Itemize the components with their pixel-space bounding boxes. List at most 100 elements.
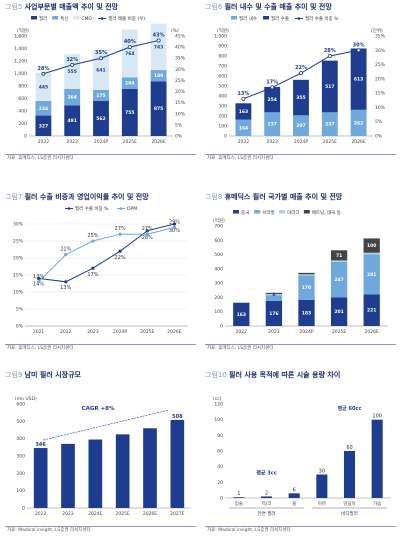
legend-swatch	[279, 210, 285, 214]
legend-label: 톡신	[60, 15, 68, 22]
bar	[233, 497, 245, 498]
y2-tick-label: 0%	[175, 134, 183, 140]
bar-label: 508	[172, 414, 183, 420]
chart-panel-6: 그림10 필러 사용 목적에 따른 시술 용량 차이 0 20 40 60 80 100 1…	[203, 370, 398, 536]
bar-label: 60	[346, 445, 352, 451]
bar	[64, 88, 81, 106]
bar	[350, 109, 367, 136]
line-point	[64, 253, 68, 257]
y-tick-label: 20	[217, 480, 223, 486]
y-tick-label: 20%	[13, 256, 24, 262]
bar-label: 180	[154, 73, 163, 79]
bar-label: 517	[325, 84, 334, 90]
bar	[298, 272, 315, 275]
line-point	[70, 62, 75, 67]
legend-swatch	[263, 16, 269, 20]
legend-marker	[67, 207, 71, 210]
legend-label: 필러 수출	[271, 15, 289, 22]
y-axis-unit: (억원)	[217, 27, 229, 34]
legend-label: CMO	[81, 16, 92, 22]
legend-swatch	[254, 210, 261, 214]
x-tick-label: 턱/코	[262, 500, 272, 507]
y-tick-label: 40	[217, 464, 223, 470]
y-tick-label: 1,000	[214, 34, 227, 40]
legend-label: 필러 내수	[239, 15, 257, 22]
legend-label: 필러 수출 비중 %	[75, 205, 109, 212]
x-tick-label: 가슴	[373, 500, 381, 507]
bar-label: 562	[96, 116, 105, 122]
bar	[88, 439, 103, 508]
bar	[265, 300, 283, 326]
y-tick-label: 400	[218, 94, 227, 100]
y-tick-label: 300	[214, 281, 223, 287]
y2-tick-label: 30%	[175, 67, 186, 73]
y-tick-label: 800	[18, 84, 27, 90]
line-label: 28%	[142, 235, 153, 241]
bar	[363, 252, 380, 255]
bar	[363, 294, 380, 326]
x-tick-label: 2024P	[94, 139, 108, 145]
y-tick-label: 700	[214, 224, 223, 230]
bar-label: 207	[296, 123, 305, 129]
y-tick-label: 100	[214, 309, 223, 315]
chart-title: 그림8 휴메딕스 필러 국가별 매출 추이 및 전망	[205, 193, 343, 201]
x-tick-label: 2025E	[123, 139, 137, 145]
x-tick-label: 2026E	[143, 511, 157, 517]
y-tick-label: 200	[218, 114, 227, 120]
x-tick-label: 이마	[318, 500, 327, 507]
bar-label: 264	[67, 95, 76, 101]
bar	[321, 112, 338, 136]
y2-tick-label: 45%	[175, 34, 186, 40]
bar	[330, 260, 348, 262]
bar-label: 641	[96, 67, 105, 73]
y-axis-unit: (cc)	[213, 396, 222, 402]
legend-marker	[100, 17, 104, 20]
x-tick-label: 2024P	[113, 329, 127, 335]
line-point	[41, 71, 46, 76]
bar-label: 755	[125, 110, 134, 116]
y-tick-label: 80	[217, 433, 223, 439]
y-tick-label: 1,000	[14, 71, 27, 77]
bar	[143, 428, 157, 508]
y-tick-label: 300	[218, 104, 227, 110]
y2-tick-label: 30%	[375, 48, 386, 54]
legend-marker	[119, 207, 123, 210]
bar-label: 1	[237, 491, 240, 497]
chart-source: 자료: Medical insight, LS증권 리서치센터	[207, 528, 291, 533]
y-tick-label: 1,400	[14, 46, 27, 52]
trend-arrow	[43, 409, 170, 441]
legend-label: 필러 매출 비중 (우)	[108, 15, 145, 22]
bar-label: 170	[302, 285, 311, 291]
legend-swatch	[233, 210, 239, 214]
y2-tick-label: 20%	[175, 89, 186, 95]
bar	[150, 23, 167, 71]
legend-label: 중국	[241, 210, 249, 216]
line-point	[241, 96, 246, 101]
line-point	[156, 38, 161, 43]
line-label: 30%	[353, 42, 365, 48]
chart-panel-1: 그림5 사업부문별 매출액 추이 및 전망 0 200 400 600 800 1,000…	[3, 2, 198, 164]
x-tick-label: 2026E	[151, 139, 165, 145]
chart-6-svg: 0 20 40 60 80 100 120(cc) 1 입술 2 턱/코 6 볼 30 이마 60 엉덩이 100…	[213, 396, 391, 517]
legend-swatch	[303, 210, 310, 214]
bar	[61, 443, 75, 508]
y-axis-unit: (mn USD)	[15, 396, 37, 402]
chart-panel-3: 그림7 필러 수출 비중과 영업이익률 추이 및 전망 0% 5% 10% 15% 20…	[3, 192, 198, 354]
bar	[265, 292, 283, 294]
y-tick-label: 120	[214, 402, 223, 408]
y-tick-label: 0%	[16, 324, 24, 330]
bar	[371, 419, 383, 498]
bar-label: 281	[367, 272, 376, 278]
line-label: 17%	[87, 272, 98, 278]
bar-label: 184	[125, 81, 134, 87]
line-point	[172, 225, 177, 229]
x-tick-label: 2026E	[351, 139, 365, 145]
chart-source: 자료: Medical insight, LS증권 리서치센터	[7, 528, 91, 533]
line-label: 27%	[115, 226, 126, 232]
y-tick-label: 500	[214, 252, 223, 258]
y-tick-label: 15%	[13, 273, 24, 279]
x-tick-label: 2022	[236, 329, 248, 335]
y2-tick-label: 25%	[175, 78, 186, 84]
chart-1-svg: 0 200 400 600 800 1,000 1,200 1,400 1,600(억원) 0% 5…	[14, 15, 186, 145]
y-tick-label: 30%	[13, 222, 24, 228]
